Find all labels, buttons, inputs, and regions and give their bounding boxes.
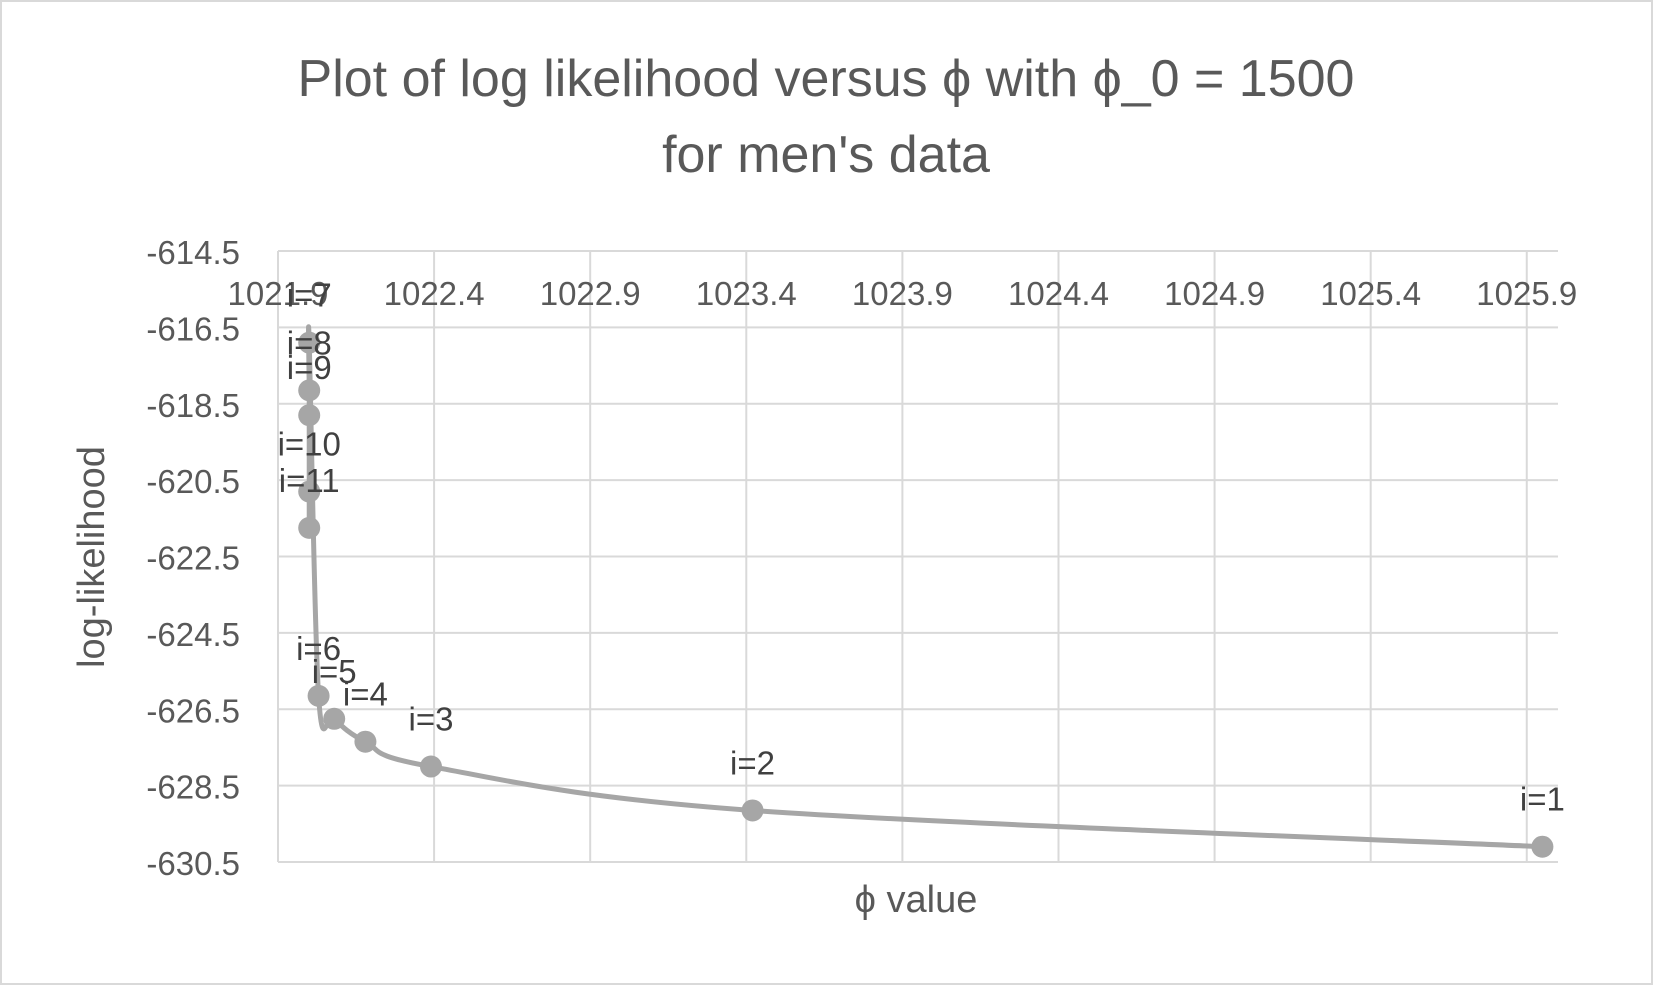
y-axis-title: log-likelihood (71, 446, 113, 668)
y-tick-label: -618.5 (146, 387, 240, 424)
x-tick-labels: 1021.9 1022.4 1022.9 1023.4 1023.9 1024.4 1024… (228, 275, 1578, 312)
data-point (741, 799, 764, 822)
data-point (298, 404, 321, 427)
data-point (298, 480, 321, 503)
data-label: i=8 (287, 324, 332, 361)
data-point (307, 684, 330, 707)
data-label: i=2 (730, 744, 775, 781)
data-label: i=9 (287, 349, 332, 386)
data-label: i=4 (343, 676, 388, 713)
data-point (298, 331, 321, 354)
gridlines (277, 250, 1558, 863)
data-point (419, 755, 442, 778)
y-tick-label: -628.5 (146, 769, 240, 806)
y-tick-label: -620.5 (146, 463, 240, 500)
y-tick-label: -624.5 (146, 616, 240, 653)
x-tick-label: 1022.9 (540, 275, 641, 312)
chart-title-line-2: for men's data (662, 126, 990, 184)
data-label: i=5 (312, 653, 357, 690)
x-tick-label: 1024.9 (1164, 275, 1265, 312)
data-labels: i=1 i=2 i=3 i=4i=5i=6 i=7 i=8i=9 i=10i=11 (278, 277, 1565, 818)
x-tick-label: 1025.9 (1476, 275, 1577, 312)
data-label: i=10 (278, 426, 341, 463)
data-point (298, 379, 321, 402)
data-label: i=6 (296, 630, 341, 667)
x-tick-label: 1023.9 (852, 275, 953, 312)
y-tick-label: -630.5 (146, 845, 240, 882)
data-point (323, 707, 346, 730)
chart-title-line-1: Plot of log likelihood versus ϕ with ϕ_0… (298, 50, 1355, 108)
x-tick-label: 1021.9 (228, 275, 329, 312)
x-tick-label: 1025.4 (1320, 275, 1421, 312)
data-point (298, 516, 321, 539)
y-tick-label: -616.5 (146, 310, 240, 347)
data-point (354, 730, 377, 753)
data-markers (298, 331, 1554, 858)
x-axis-title: ϕ value (855, 879, 978, 921)
data-point (1531, 835, 1554, 858)
data-label: i=11 (279, 462, 340, 499)
y-tick-label: -626.5 (146, 692, 240, 729)
x-tick-label: 1023.4 (696, 275, 797, 312)
data-label: i=3 (408, 701, 453, 738)
y-tick-label: -622.5 (146, 540, 240, 577)
data-label: i=1 (1520, 781, 1565, 818)
y-tick-label: -614.5 (146, 234, 240, 271)
x-tick-label: 1022.4 (384, 275, 485, 312)
x-tick-label: 1024.4 (1008, 275, 1109, 312)
y-tick-labels: -614.5 -616.5 -618.5 -620.5 -622.5 -624.5 -626… (146, 234, 240, 882)
data-label: i=7 (287, 277, 332, 314)
